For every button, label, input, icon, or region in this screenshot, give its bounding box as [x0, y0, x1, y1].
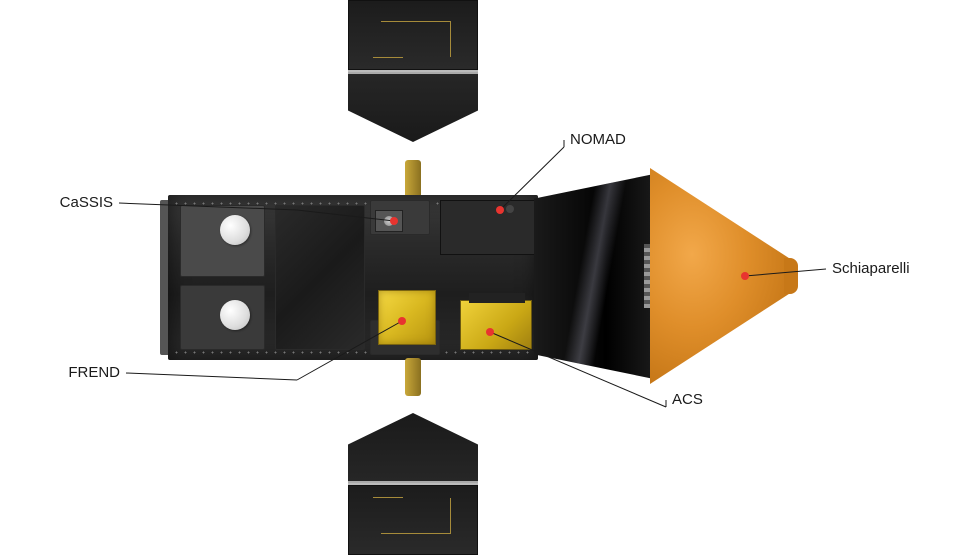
spacecraft-illustration [120, 0, 840, 540]
panel-segment [348, 485, 478, 555]
solar-panel-top [348, 0, 478, 160]
panel-hinge-top [405, 160, 421, 198]
instrument-acs [460, 300, 532, 350]
solar-panel-bottom [348, 395, 478, 555]
schiaparelli-nose [784, 258, 798, 294]
adapter-cone-shine [534, 174, 654, 379]
marker-acs [486, 328, 494, 336]
panel-segment [348, 72, 478, 142]
panel-segment [348, 413, 478, 483]
label-cassis: CaSSIS [60, 194, 113, 211]
marker-frend [398, 317, 406, 325]
marker-nomad [496, 206, 504, 214]
instrument-nomad [440, 200, 535, 255]
label-frend: FREND [68, 364, 120, 381]
schiaparelli-heatshield [650, 168, 790, 384]
label-acs: ACS [672, 391, 703, 408]
panel-circuit-trace [381, 21, 451, 57]
panel-divider [348, 70, 478, 72]
instrument-cassis [375, 210, 403, 232]
instrument-frend [378, 290, 436, 345]
marker-cassis [390, 217, 398, 225]
antenna-dish [220, 215, 250, 245]
marker-schiaparelli [741, 272, 749, 280]
panel-circuit-trace [381, 498, 451, 534]
body-plate [275, 205, 365, 350]
panel-hinge-bottom [405, 358, 421, 396]
panel-segment [348, 0, 478, 70]
body-plate [180, 205, 265, 277]
label-nomad: NOMAD [570, 131, 626, 148]
antenna-dish [220, 300, 250, 330]
label-schiaparelli: Schiaparelli [832, 260, 910, 277]
